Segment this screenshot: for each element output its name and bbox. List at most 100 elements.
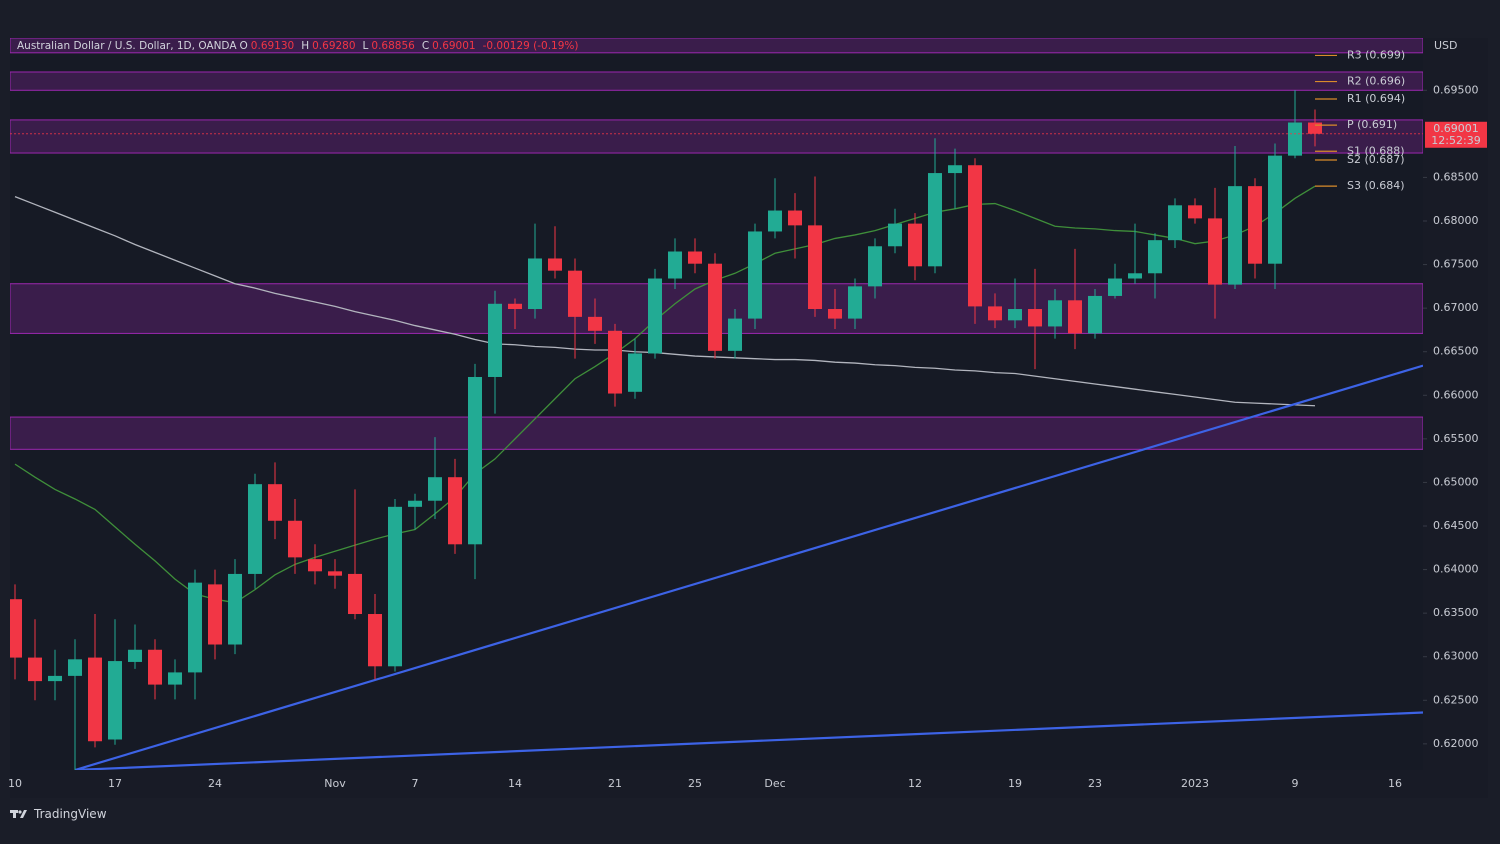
- zone: [10, 71, 1423, 91]
- price-tag: [1425, 121, 1487, 148]
- candle-body: [1028, 309, 1042, 327]
- candle-body: [1108, 278, 1122, 296]
- zone: [10, 38, 1423, 54]
- legend-key: O: [239, 40, 248, 52]
- brand-logo: [10, 810, 27, 818]
- pivot-label: R1 (0.694): [1347, 92, 1405, 105]
- candle-body: [48, 675, 62, 682]
- candle-body: [868, 246, 882, 287]
- candle-body: [188, 582, 202, 673]
- trendline: [74, 711, 1423, 770]
- candle-body: [228, 573, 242, 645]
- x-tick-label: 9: [1292, 777, 1299, 790]
- y-tick-label: 0.68000: [1433, 214, 1479, 227]
- legend-key: L: [362, 40, 369, 52]
- y-tick-label: 0.65000: [1433, 475, 1479, 488]
- candle-body: [788, 210, 802, 226]
- pivot-label: S1 (0.688): [1347, 144, 1405, 157]
- x-tick-label: 2023: [1181, 777, 1209, 790]
- x-tick-label: 12: [908, 777, 922, 790]
- candle-body: [148, 649, 162, 685]
- plot-area: [10, 38, 1423, 770]
- pivot-label: S2 (0.687): [1347, 153, 1405, 166]
- candle-body: [1208, 218, 1222, 285]
- zone: [10, 119, 1423, 154]
- candle-body: [1168, 205, 1182, 241]
- candle-body: [568, 270, 582, 317]
- candle-body: [68, 659, 82, 676]
- candle-body: [208, 584, 222, 645]
- candle-body: [488, 303, 502, 377]
- candle-body: [728, 318, 742, 351]
- candle-body: [688, 251, 702, 264]
- candle-body: [668, 251, 682, 279]
- moving-average: [14, 195, 1316, 407]
- x-tick-label: Dec: [764, 777, 785, 790]
- candle-body: [608, 330, 622, 394]
- candle-body: [588, 316, 602, 331]
- candle-body: [968, 165, 982, 307]
- candle-body: [848, 286, 862, 319]
- y-axis-strip: [1423, 38, 1488, 798]
- candle-body: [1088, 295, 1102, 334]
- legend-change: -0.00129 (-0.19%): [482, 40, 579, 52]
- y-tick-label: 0.63500: [1433, 606, 1479, 619]
- candle-body: [988, 306, 1002, 321]
- x-tick-label: Nov: [324, 777, 346, 790]
- candle-body: [828, 309, 842, 319]
- x-tick-label: 25: [688, 777, 702, 790]
- x-tick-label: 23: [1088, 777, 1102, 790]
- candle-body: [88, 657, 102, 742]
- candle-body: [348, 573, 362, 615]
- pivot-label: P (0.691): [1347, 118, 1397, 131]
- price-tag-label: 0.69001: [1433, 122, 1479, 135]
- y-tick-label: 0.69500: [1433, 83, 1479, 96]
- y-tick-label: 0.66000: [1433, 388, 1479, 401]
- candle-body: [1148, 240, 1162, 274]
- candle-body: [928, 173, 942, 267]
- candle-body: [28, 657, 42, 682]
- y-tick-label: 0.64000: [1433, 563, 1479, 576]
- legend-value: 0.69130: [250, 40, 295, 52]
- legend-value: 0.69280: [312, 40, 356, 52]
- candle-body: [308, 559, 322, 572]
- y-tick-label: 0.62000: [1433, 737, 1479, 750]
- candle-body: [328, 571, 342, 576]
- candle-body: [908, 223, 922, 267]
- y-tick-label: 0.68500: [1433, 170, 1479, 183]
- candle-body: [948, 165, 962, 174]
- candle-body: [428, 477, 442, 501]
- candle-body: [10, 599, 22, 658]
- x-tick-label: 17: [108, 777, 122, 790]
- y-tick-label: 0.63000: [1433, 650, 1479, 663]
- candle-body: [548, 258, 562, 271]
- pivot-label: S3 (0.684): [1347, 179, 1405, 192]
- candle-body: [1228, 186, 1242, 285]
- y-tick-label: 0.66500: [1433, 345, 1479, 358]
- legend-key: C: [421, 40, 430, 52]
- brand-name: TradingView: [34, 807, 107, 821]
- x-tick-label: 21: [608, 777, 622, 790]
- candle-body: [1308, 122, 1322, 134]
- x-tick-label: 14: [508, 777, 522, 790]
- price-tag-countdown: 12:52:39: [1431, 134, 1480, 147]
- candle-body: [288, 520, 302, 558]
- candle-body: [808, 225, 822, 310]
- candle-body: [248, 484, 262, 574]
- x-tick-label: 7: [412, 777, 419, 790]
- pivot-label: R2 (0.696): [1347, 75, 1405, 88]
- candle-body: [748, 231, 762, 319]
- x-tick-label: 10: [8, 777, 22, 790]
- candle-body: [648, 278, 662, 354]
- y-tick-label: 0.67500: [1433, 258, 1479, 271]
- x-tick-label: 16: [1388, 777, 1402, 790]
- candle-body: [1188, 205, 1202, 219]
- candle-body: [628, 353, 642, 392]
- candle-body: [1008, 309, 1022, 321]
- x-tick-label: 19: [1008, 777, 1022, 790]
- pivot-label: R3 (0.699): [1347, 48, 1405, 61]
- candle-body: [888, 223, 902, 247]
- candle-body: [1268, 155, 1282, 264]
